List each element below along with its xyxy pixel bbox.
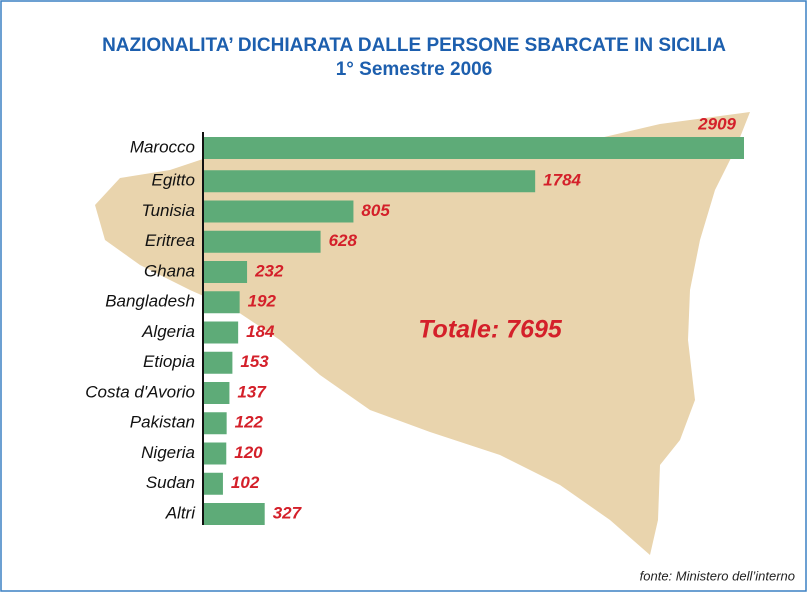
bar (204, 351, 233, 374)
category-label: Eritrea (145, 231, 195, 250)
bar (204, 230, 321, 253)
value-label: 184 (246, 322, 275, 341)
category-label: Tunisia (141, 201, 195, 220)
category-label: Costa d'Avorio (85, 382, 195, 401)
bar (204, 412, 227, 435)
category-label: Ghana (144, 261, 195, 280)
category-label: Marocco (130, 137, 195, 156)
bar (204, 442, 227, 465)
bar (204, 472, 223, 495)
sicily-map (95, 112, 750, 555)
bar (204, 291, 240, 314)
source: fonte: Ministero dell’interno (640, 568, 795, 583)
value-label: 137 (237, 382, 267, 401)
chart-subtitle: 1° Semestre 2006 (336, 59, 493, 80)
category-label: Algeria (141, 322, 195, 341)
value-label: 122 (235, 413, 264, 432)
value-label: 192 (248, 292, 277, 311)
category-label: Altri (165, 503, 197, 522)
value-label: 1784 (543, 171, 581, 190)
category-label: Egitto (152, 171, 195, 190)
bar (204, 200, 354, 223)
bar (204, 261, 248, 283)
category-label: Nigeria (141, 443, 195, 462)
value-label: 805 (361, 201, 390, 220)
category-label: Etiopia (143, 352, 195, 371)
bar (204, 382, 230, 404)
value-label: 232 (254, 261, 284, 280)
bar (204, 503, 265, 525)
value-label: 327 (273, 503, 303, 522)
bar (204, 321, 239, 344)
category-label: Pakistan (130, 413, 195, 432)
value-label: 120 (234, 443, 263, 462)
value-label: 628 (329, 231, 358, 250)
chart-title: NAZIONALITA’ DICHIARATA DALLE PERSONE SB… (102, 35, 726, 56)
value-label: 102 (231, 473, 260, 492)
bar (204, 170, 536, 193)
total-annotation: Totale: 7695 (418, 316, 563, 344)
value-label: 2909 (697, 114, 736, 133)
category-label: Sudan (146, 473, 195, 492)
value-label: 153 (240, 352, 269, 371)
category-label: Bangladesh (105, 292, 195, 311)
bar (204, 137, 744, 159)
